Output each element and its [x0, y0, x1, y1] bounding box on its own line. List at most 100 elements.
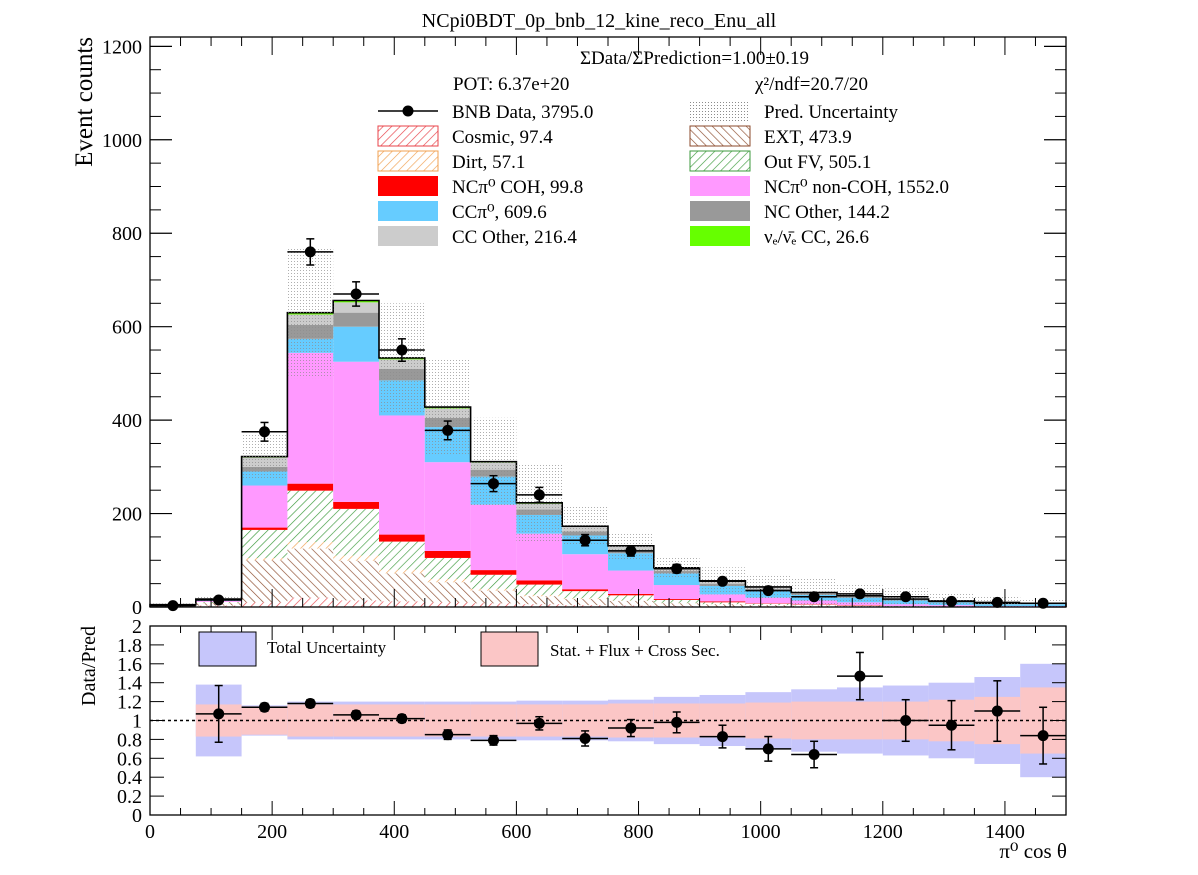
data-point-4 [350, 288, 362, 300]
bottom-legend-label-0: Total Uncertainty [267, 638, 387, 657]
stack-bar-0-9 [562, 605, 608, 607]
stack-bar-4-12 [699, 601, 746, 603]
plot-title: NCpi0BDT_0p_bnb_12_kine_reco_Enu_all [422, 10, 777, 32]
stack-bar-2-8 [516, 594, 563, 597]
unc-band-7 [470, 417, 517, 506]
stack-bar-0-7 [470, 603, 517, 607]
data-point-7 [488, 478, 499, 490]
top-axes: 0 200 400 600 800 1000 1200 [102, 36, 1067, 619]
stack-bar-1-8 [516, 596, 563, 605]
stack-bar-4-8 [516, 580, 563, 585]
stack-bar-3-13 [745, 603, 792, 606]
legend-label-4: Dirt, 57.1 [452, 152, 525, 173]
stack-bar-1-4 [333, 560, 379, 601]
bot-xtick-label-6: 1200 [863, 821, 903, 843]
data-point-9 [579, 534, 591, 546]
stack-bar-2-2 [241, 557, 288, 561]
legend-swatch-8 [378, 201, 438, 221]
data-point-11 [671, 563, 683, 575]
stack-bar-5-11 [653, 585, 700, 600]
chi2-label: χ²/ndf=20.7/20 [754, 74, 868, 95]
ratio-point-3 [350, 709, 362, 721]
legend-swatch-10 [378, 226, 438, 246]
data-point-15 [854, 588, 866, 600]
legend-swatch-4 [377, 150, 439, 172]
stack-bar-5-9 [562, 554, 608, 590]
ratio-point-6 [488, 734, 499, 746]
top-data-points [150, 238, 1066, 612]
stack-bar-6-4 [333, 326, 379, 362]
legend-label-7: NCπ⁰ non-COH, 1552.0 [764, 177, 949, 198]
stack-bar-2-7 [470, 588, 517, 591]
ratio-point-9 [625, 722, 637, 734]
pot-label: POT: 6.37e+20 [453, 74, 569, 95]
bottom-legend: Total Uncertainty Stat. + Flux + Cross Se… [198, 631, 720, 667]
bot-xtick-label-0: 0 [145, 821, 155, 843]
bot-xtick-label-7: 1400 [985, 821, 1025, 843]
top-ytick-label-5: 1000 [102, 130, 142, 152]
bot-xtick-label-1: 200 [257, 821, 287, 843]
stack-bar-5-10 [608, 570, 654, 594]
ratio-point-12 [762, 743, 774, 755]
bot-xtick-label-4: 800 [624, 821, 654, 843]
legend-label-3: EXT, 473.9 [764, 127, 852, 148]
legend-label-8: CCπ⁰, 609.6 [452, 202, 547, 223]
data-pred-ratio: ΣData/ΣPrediction=1.00±0.19 [580, 48, 809, 69]
ratio-point-0 [213, 708, 225, 720]
stack-bar-0-5 [379, 601, 425, 607]
data-point-19 [1037, 597, 1049, 609]
stack-bar-4-2 [241, 527, 288, 530]
top-ytick-label-3: 600 [112, 317, 142, 339]
bot-ytick-label-6: 1.2 [117, 692, 142, 714]
stack-bar-1-2 [241, 560, 288, 603]
bot-ytick-label-1: 0.2 [117, 786, 142, 808]
bot-xtick-label-3: 600 [501, 821, 531, 843]
bot-ytick-label-7: 1.4 [117, 673, 142, 695]
stack-bar-1-11 [653, 603, 700, 607]
stack-bar-0-6 [424, 602, 471, 607]
stack-bar-3-4 [333, 508, 379, 556]
bottom-ylabel: Data/Pred [78, 626, 100, 706]
stack-bar-5-12 [699, 594, 746, 602]
data-point-8 [533, 489, 545, 501]
bot-xtick-label-5: 1000 [741, 821, 781, 843]
stack-bar-0-3 [287, 597, 334, 607]
ratio-point-14 [854, 670, 866, 682]
stack-bar-0-1 [195, 605, 242, 607]
ratio-point-17 [991, 705, 1003, 717]
stack-bar-3-7 [470, 574, 517, 589]
bottom-axes: 00.20.40.60.811.21.41.61.82 0 200 400 600 800… [117, 616, 1067, 843]
stack-bar-3-2 [241, 529, 288, 558]
stack-bar-3-6 [424, 557, 471, 579]
legend-label-2: Cosmic, 97.4 [452, 127, 553, 148]
legend-label-9: NC Other, 144.2 [764, 202, 890, 223]
data-point-3 [304, 246, 316, 258]
data-point-0 [167, 600, 179, 612]
stack-bar-1-6 [424, 582, 471, 603]
stack-bar-5-6 [424, 462, 471, 551]
top-ytick-label-6: 1200 [102, 36, 142, 58]
data-point-17 [946, 595, 957, 607]
stack-bar-5-2 [241, 485, 288, 528]
legend-label-10: CC Other, 216.4 [452, 227, 577, 248]
stack-bar-5-4 [333, 361, 379, 502]
stack-bar-2-3 [287, 542, 334, 549]
legend-swatch-1 [690, 101, 750, 121]
ratio-point-1 [259, 701, 270, 713]
legend-swatch-2 [377, 125, 439, 147]
ratio-point-4 [396, 713, 408, 725]
bot-ytick-label-10: 2 [132, 616, 142, 638]
legend-data-marker [402, 105, 414, 117]
ratio-data-points [195, 651, 1066, 769]
stack-bar-6-11 [653, 573, 700, 586]
stack-bar-4-9 [562, 589, 608, 592]
ratio-point-8 [579, 732, 591, 744]
bottom-xlabel: π⁰ cos θ [999, 839, 1067, 863]
ratio-point-16 [946, 719, 957, 731]
bot-ytick-label-5: 1 [132, 711, 142, 733]
top-ytick-label-4: 800 [112, 223, 142, 245]
legend-swatch-7 [690, 176, 750, 196]
stack-bar-3-12 [699, 602, 746, 605]
